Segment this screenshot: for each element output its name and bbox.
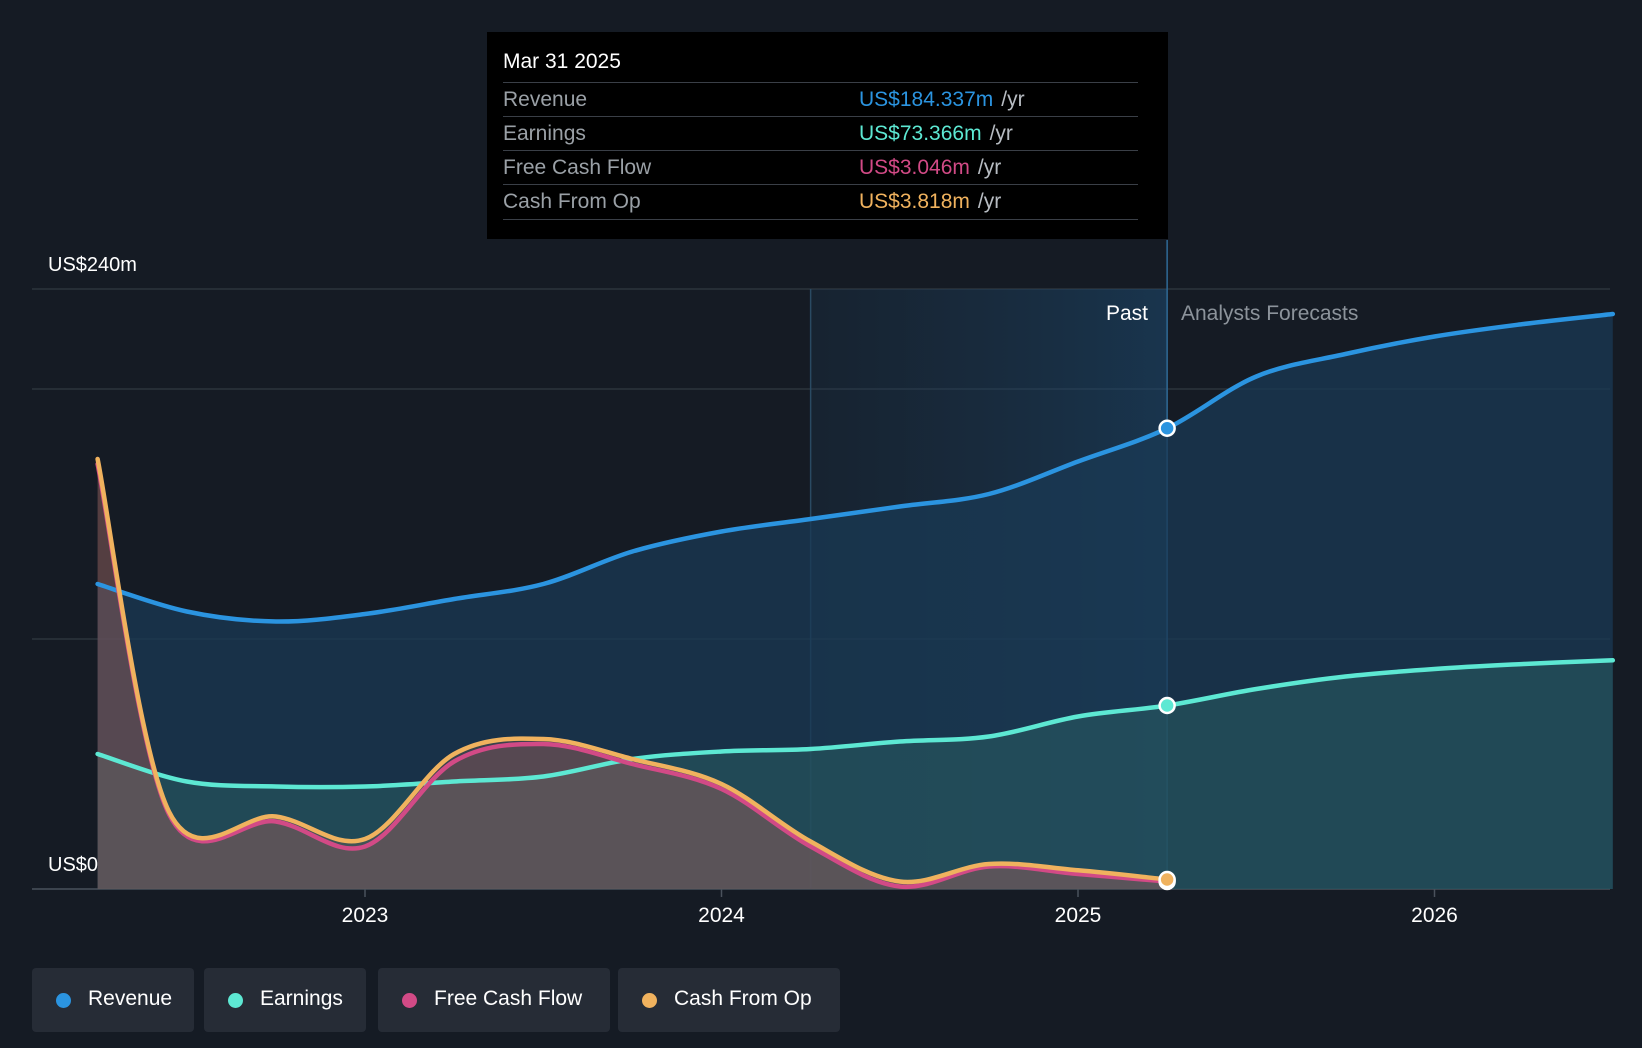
tooltip-label: Cash From Op [503, 190, 641, 213]
legend-item-revenue[interactable]: Revenue [32, 968, 194, 1032]
cash-from-op-area [97, 459, 1168, 889]
legend-label: Revenue [88, 987, 173, 1010]
revenue-marker [1158, 419, 1176, 437]
earnings-marker [1158, 696, 1176, 715]
tooltip-value: US$184.337m/yr [859, 88, 1025, 111]
past-label: Past [1106, 302, 1148, 325]
legend-label: Cash From Op [674, 987, 812, 1010]
tooltip-value: US$73.366m/yr [859, 122, 1013, 145]
legend-item-earnings[interactable]: Earnings [204, 968, 366, 1032]
cash-from-op-dot-icon [642, 993, 657, 1008]
series-markers [1158, 419, 1176, 891]
earnings-area [97, 660, 1613, 889]
tooltip-label: Revenue [503, 88, 588, 111]
x-tick-label: 2024 [698, 904, 745, 927]
cash-from-op-line [95, 456, 1170, 885]
earnings-line [95, 658, 1616, 790]
x-tick-label: 2023 [342, 904, 389, 927]
forecast-label: Analysts Forecasts [1181, 302, 1358, 325]
series-lines [95, 311, 1616, 890]
tooltip-row-earnings: Earnings US$73.366m/yr [503, 116, 1138, 151]
cash-from-op-marker [1158, 870, 1176, 889]
legend-item-cash-from-op[interactable]: Cash From Op [618, 968, 840, 1032]
y-axis-label-bottom: US$0 [48, 854, 98, 876]
y-axis-label-top: US$240m [48, 254, 137, 276]
legend-label: Earnings [260, 987, 343, 1010]
tooltip-label: Earnings [503, 122, 586, 145]
tooltip-value: US$3.046m/yr [859, 156, 1002, 179]
tooltip-row-revenue: Revenue US$184.337m/yr [503, 82, 1138, 117]
legend-label: Free Cash Flow [434, 987, 583, 1010]
legend-item-free-cash-flow[interactable]: Free Cash Flow [378, 968, 610, 1032]
revenue-dot-icon [56, 993, 71, 1008]
free-cash-flow-dot-icon [402, 993, 417, 1008]
tooltip: Mar 31 2025 Revenue US$184.337m/yr Earni… [487, 32, 1168, 239]
axis-labels: US$240m US$0 Past Analysts Forecasts [48, 254, 1358, 876]
tooltip-value: US$3.818m/yr [859, 190, 1002, 213]
tooltip-label: Free Cash Flow [503, 156, 652, 179]
earnings-dot-icon [228, 993, 243, 1008]
free-cash-flow-line [95, 461, 1170, 890]
tooltip-row-cash-from-op: Cash From Op US$3.818m/yr [503, 184, 1138, 220]
x-tick-label: 2026 [1411, 904, 1458, 927]
free-cash-flow-area [97, 464, 1168, 889]
revenue-line [95, 311, 1616, 624]
x-axis-ticks: 2023 2024 2025 2026 [342, 889, 1458, 927]
tooltip-row-free-cash-flow: Free Cash Flow US$3.046m/yr [503, 150, 1138, 185]
x-tick-label: 2025 [1055, 904, 1102, 927]
tooltip-date: Mar 31 2025 [503, 50, 621, 73]
